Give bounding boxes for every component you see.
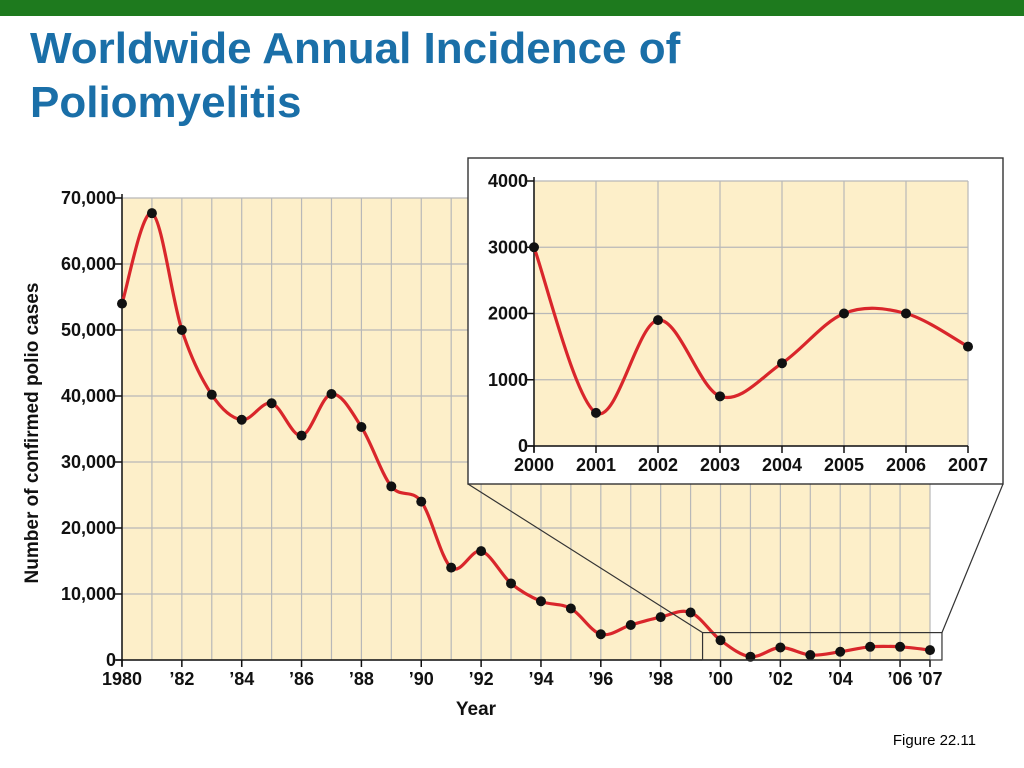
main-data-point bbox=[446, 562, 457, 573]
main-data-point bbox=[595, 629, 606, 640]
inset-y-tick-label: 2000 bbox=[488, 304, 528, 324]
inset-data-point bbox=[777, 358, 787, 369]
main-data-point bbox=[386, 481, 397, 492]
inset-x-tick-label: 2005 bbox=[824, 455, 864, 475]
main-data-point bbox=[146, 208, 157, 219]
main-data-point bbox=[745, 651, 756, 662]
main-data-point bbox=[895, 641, 906, 652]
inset-y-tick-label: 1000 bbox=[488, 370, 528, 390]
main-data-point bbox=[326, 389, 337, 400]
inset-data-point bbox=[529, 242, 539, 253]
main-y-tick-label: 60,000 bbox=[61, 254, 116, 274]
main-data-point bbox=[805, 650, 816, 661]
inset-data-point bbox=[591, 407, 601, 418]
main-y-tick-label: 70,000 bbox=[61, 188, 116, 208]
main-data-point bbox=[535, 596, 546, 607]
inset-y-tick-label: 0 bbox=[518, 436, 528, 456]
inset-x-tick-label: 2007 bbox=[948, 455, 988, 475]
slide-title-line-1: Worldwide Annual Incidence of bbox=[30, 24, 681, 73]
main-data-point bbox=[925, 645, 935, 656]
main-x-tick-label: ’88 bbox=[349, 669, 374, 689]
main-data-point bbox=[416, 496, 427, 507]
main-y-axis-title: Number of confirmed polio cases bbox=[22, 283, 43, 584]
main-x-tick-label: ’98 bbox=[648, 669, 673, 689]
zoom-region-box bbox=[701, 631, 943, 661]
inset-y-tick-label: 4000 bbox=[488, 171, 528, 191]
main-data-point bbox=[236, 414, 247, 425]
connector-line-right bbox=[941, 483, 1004, 633]
inset-x-tick-label: 2006 bbox=[886, 455, 926, 475]
main-data-point bbox=[565, 603, 576, 614]
inset-x-tick-label: 2004 bbox=[762, 455, 802, 475]
main-x-tick-label: ’06 bbox=[888, 669, 913, 689]
main-x-tick-label: ’07 bbox=[917, 669, 942, 689]
main-x-tick-label: ’92 bbox=[469, 669, 494, 689]
main-x-tick-label: 1980 bbox=[102, 669, 142, 689]
main-data-point bbox=[206, 389, 217, 400]
inset-data-point bbox=[839, 308, 849, 319]
main-y-tick-label: 0 bbox=[106, 650, 116, 670]
inset-data-point bbox=[963, 341, 973, 352]
main-x-tick-label: ’96 bbox=[588, 669, 613, 689]
main-data-point bbox=[865, 641, 876, 652]
slide-title: Worldwide Annual Incidence of Poliomyeli… bbox=[30, 22, 990, 130]
main-y-tick-label: 50,000 bbox=[61, 320, 116, 340]
main-x-tick-label: ’90 bbox=[409, 669, 434, 689]
inset-connectors bbox=[467, 483, 1004, 661]
main-data-point bbox=[655, 612, 666, 623]
main-x-tick-label: ’94 bbox=[528, 669, 553, 689]
main-x-tick-label: ’86 bbox=[289, 669, 314, 689]
main-y-tick-label: 30,000 bbox=[61, 452, 116, 472]
inset-x-tick-label: 2003 bbox=[700, 455, 740, 475]
figure-caption: Figure 22.11 bbox=[892, 732, 976, 749]
main-y-tick-label: 20,000 bbox=[61, 518, 116, 538]
inset-x-tick-label: 2001 bbox=[576, 455, 616, 475]
main-data-point bbox=[835, 646, 846, 657]
main-y-tick-label: 40,000 bbox=[61, 386, 116, 406]
main-data-point bbox=[775, 642, 786, 653]
main-x-tick-label: ’04 bbox=[828, 669, 853, 689]
main-data-point bbox=[685, 607, 696, 618]
main-data-point bbox=[356, 422, 367, 433]
main-data-point bbox=[476, 546, 487, 557]
inset-data-point bbox=[901, 308, 911, 319]
top-accent-bar bbox=[0, 0, 1024, 16]
main-data-point bbox=[117, 298, 127, 309]
main-y-tick-label: 10,000 bbox=[61, 584, 116, 604]
main-data-point bbox=[715, 635, 726, 646]
main-x-tick-label: ’84 bbox=[229, 669, 254, 689]
main-data-point bbox=[625, 620, 636, 631]
inset-data-point bbox=[653, 315, 663, 326]
inset-x-tick-label: 2000 bbox=[514, 455, 554, 475]
main-x-tick-label: ’82 bbox=[169, 669, 194, 689]
main-data-point bbox=[176, 325, 187, 335]
main-data-point bbox=[266, 398, 277, 409]
main-x-tick-label: ’00 bbox=[708, 669, 733, 689]
inset-data-point bbox=[715, 391, 725, 402]
slide-title-line-2: Poliomyelitis bbox=[30, 78, 302, 127]
inset-chart: 0 1000 2000 3000 4000 2000 2001 2002 2003 2004 200… bbox=[467, 157, 1004, 485]
connector-line-left bbox=[467, 483, 703, 634]
inset-y-tick-label: 3000 bbox=[488, 237, 528, 257]
main-data-point bbox=[296, 430, 307, 441]
main-data-point bbox=[506, 578, 517, 589]
main-x-axis-title: Year bbox=[456, 699, 497, 720]
main-x-tick-label: ’02 bbox=[768, 669, 793, 689]
inset-x-tick-label: 2002 bbox=[638, 455, 678, 475]
